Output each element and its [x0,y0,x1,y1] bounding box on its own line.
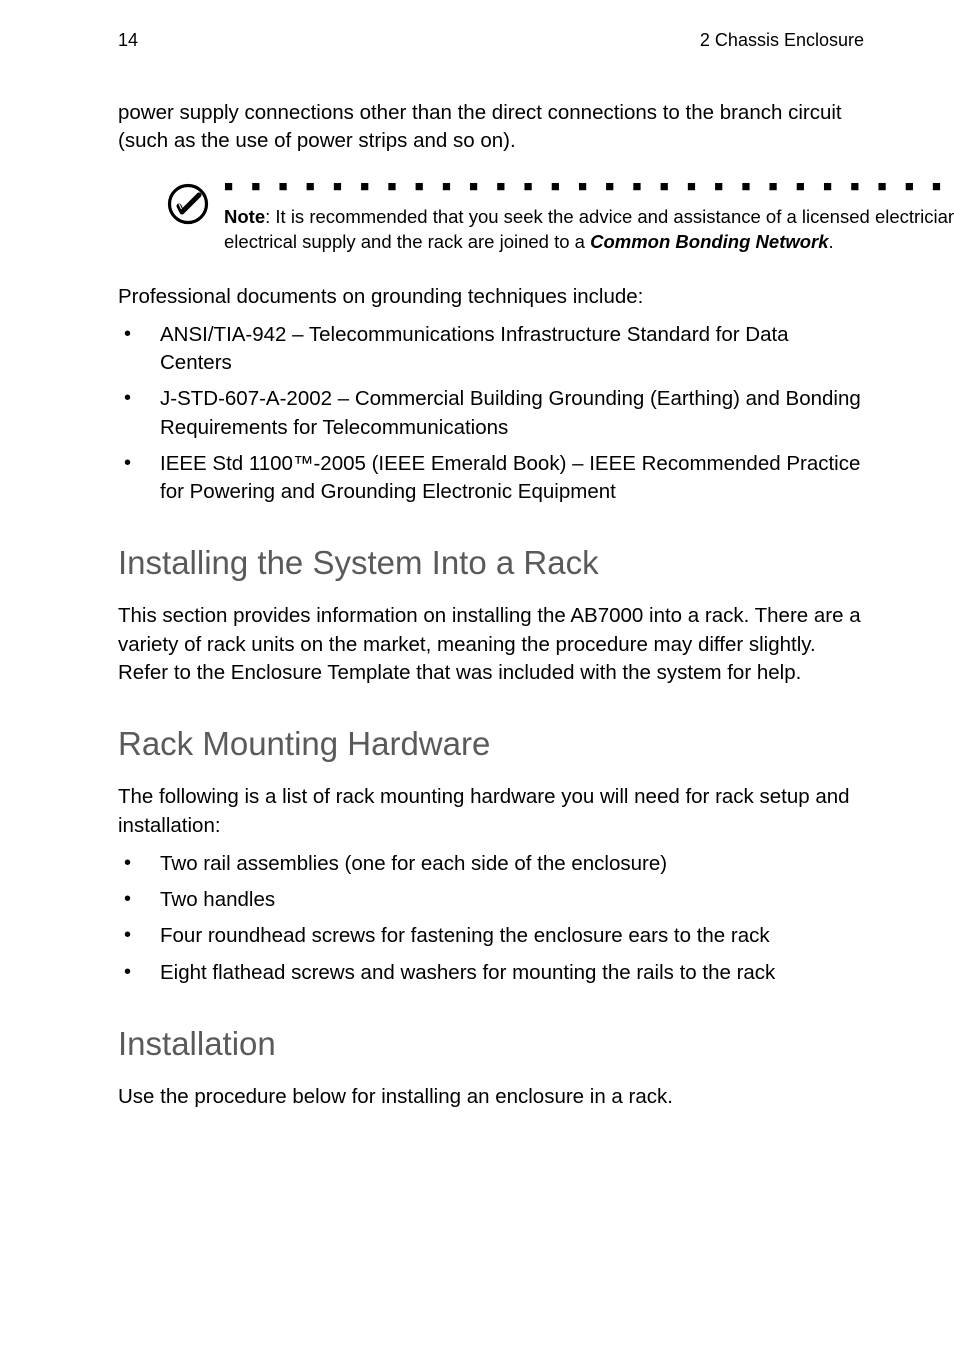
note-block: ■ ■ ■ ■ ■ ■ ■ ■ ■ ■ ■ ■ ■ ■ ■ ■ ■ ■ ■ ■ … [166,178,864,255]
heading-installation: Installation [118,1025,864,1063]
mounting-hardware-body: The following is a list of rack mounting… [118,783,864,840]
grounding-intro: Professional documents on grounding tech… [118,283,864,311]
heading-install-rack: Installing the System Into a Rack [118,544,864,582]
note-tail: . [829,231,834,252]
list-item: Eight flathead screws and washers for mo… [118,959,864,987]
list-item: J-STD-607-A-2002 – Commercial Building G… [118,385,864,442]
list-item: IEEE Std 1100™-2005 (IEEE Emerald Book) … [118,450,864,507]
mounting-hardware-list: Two rail assemblies (one for each side o… [118,850,864,987]
heading-mounting-hardware: Rack Mounting Hardware [118,725,864,763]
installation-body: Use the procedure below for installing a… [118,1083,864,1111]
page-number: 14 [118,30,138,51]
note-icon [166,182,210,231]
note-emphasis: Common Bonding Network [590,231,828,252]
note-label: Note [224,206,265,227]
install-rack-body: This section provides information on ins… [118,602,864,687]
list-item: Two rail assemblies (one for each side o… [118,850,864,878]
chapter-title: 2 Chassis Enclosure [700,30,864,51]
note-separator-dots: ■ ■ ■ ■ ■ ■ ■ ■ ■ ■ ■ ■ ■ ■ ■ ■ ■ ■ ■ ■ … [224,178,954,195]
list-item: Four roundhead screws for fastening the … [118,922,864,950]
intro-paragraph: power supply connections other than the … [118,99,864,156]
page-header: 14 2 Chassis Enclosure [118,30,864,51]
grounding-list: ANSI/TIA-942 – Telecommunications Infras… [118,321,864,507]
note-text: Note: It is recommended that you seek th… [224,205,954,255]
note-body: : It is recommended that you seek the ad… [224,206,954,252]
note-content: ■ ■ ■ ■ ■ ■ ■ ■ ■ ■ ■ ■ ■ ■ ■ ■ ■ ■ ■ ■ … [224,178,954,255]
list-item: ANSI/TIA-942 – Telecommunications Infras… [118,321,864,378]
list-item: Two handles [118,886,864,914]
